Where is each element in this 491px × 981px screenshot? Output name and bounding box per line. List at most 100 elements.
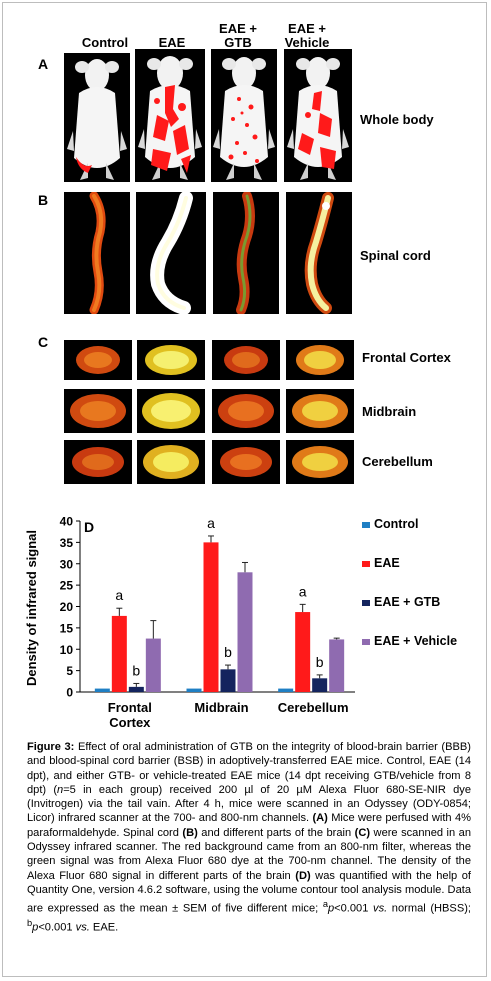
significance-letter: b	[132, 662, 140, 678]
brain-image-frontal-cortex-control	[64, 340, 132, 380]
bar	[145, 638, 161, 692]
panel-letter-b: B	[38, 192, 49, 208]
bar	[237, 572, 253, 692]
caption-italic: vs.	[75, 921, 90, 934]
bar	[220, 669, 236, 692]
column-header-eae: EAE	[130, 36, 214, 50]
caption-italic: n	[57, 783, 64, 796]
significance-letter: a	[115, 587, 123, 603]
caption-ref-c: (C)	[354, 826, 371, 839]
y-tick-label: 35	[60, 536, 74, 550]
whole-body-image-eae-gtb	[211, 49, 277, 182]
panel-letter-a: A	[38, 56, 49, 72]
x-category-label: Frontal	[108, 700, 152, 715]
brain-image-cerebellum-control	[64, 440, 132, 484]
caption-text: Mice were perfused with 4% paraformaldeh…	[27, 812, 471, 839]
caption-italic: p	[327, 902, 335, 915]
whole-body-image-eae-vehicle	[284, 49, 352, 182]
caption-text: and different parts of the brain	[197, 826, 355, 839]
bar	[203, 542, 219, 692]
caption-text: EAE.	[89, 921, 119, 934]
bar	[128, 686, 144, 692]
brain-image-frontal-cortex-eae	[137, 340, 205, 380]
y-tick-label: 0	[66, 686, 73, 700]
row-label-frontal-cortex: Frontal Cortex	[362, 350, 451, 365]
brain-image-cerebellum-eae	[137, 440, 205, 484]
spinal-cord-image-eae-gtb	[213, 192, 279, 314]
caption-italic: p	[32, 921, 39, 934]
column-label: EAE + GTB	[219, 21, 257, 50]
column-header-eae-gtb: EAE + GTB	[196, 22, 280, 50]
caption-italic: vs.	[373, 902, 388, 915]
caption-text: normal (HBSS);	[387, 902, 472, 915]
row-label-spinal-cord: Spinal cord	[360, 248, 431, 263]
legend-swatch	[362, 639, 370, 645]
x-category-label: Midbrain	[194, 700, 248, 715]
column-label: Control	[81, 35, 129, 50]
bar	[329, 639, 345, 692]
figure-caption: Figure 3: Effect of oral administration …	[27, 740, 471, 935]
bar	[111, 615, 127, 692]
caption-text: Effect of oral administration of GTB on …	[27, 741, 471, 796]
y-tick-label: 25	[60, 579, 74, 593]
caption-sup: b	[27, 918, 33, 929]
whole-body-image-eae	[135, 49, 205, 182]
column-label: EAE + Vehicle	[284, 21, 330, 50]
legend-label: EAE + GTB	[374, 595, 440, 609]
caption-text: =5 in each group) received 200 µl of 20 …	[27, 783, 471, 825]
caption-ref-a: (A)	[312, 812, 328, 825]
y-tick-label: 15	[60, 621, 74, 635]
brain-image-midbrain-eae-gtb	[212, 389, 280, 433]
legend-swatch	[362, 600, 370, 606]
panel-letter-d: D	[84, 519, 94, 535]
bar	[186, 688, 202, 692]
brain-image-cerebellum-eae-vehicle	[286, 440, 354, 484]
caption-text: <0.001	[38, 921, 76, 934]
brain-image-midbrain-eae-vehicle	[286, 389, 354, 433]
bar-chart: D Density of infrared signal 0 5 10 15 20 25 3…	[24, 515, 457, 731]
legend-swatch	[362, 522, 370, 528]
bar	[312, 678, 328, 692]
column-header-eae-vehicle: EAE + Vehicle	[265, 22, 349, 50]
legend-label: Control	[374, 517, 418, 531]
bar	[278, 688, 294, 692]
caption-ref-b: (B)	[182, 826, 198, 839]
column-label: EAE	[158, 35, 186, 50]
caption-text: were scanned in an Odyssey infrared scan…	[27, 826, 471, 882]
caption-sup: a	[322, 899, 328, 910]
spinal-cord-image-control	[64, 192, 130, 314]
brain-image-cerebellum-eae-gtb	[212, 440, 280, 484]
y-tick-label: 30	[60, 557, 74, 571]
bar	[295, 612, 311, 692]
brain-image-midbrain-eae	[137, 389, 205, 433]
legend-label: EAE	[374, 556, 400, 570]
row-label-whole-body: Whole body	[360, 112, 434, 127]
legend-label: EAE + Vehicle	[374, 634, 457, 648]
column-header-control: Control	[63, 36, 147, 50]
significance-letter: b	[224, 644, 232, 660]
brain-image-frontal-cortex-eae-vehicle	[286, 340, 354, 380]
panel-letter-c: C	[38, 334, 49, 350]
row-label-midbrain: Midbrain	[362, 404, 417, 419]
whole-body-image-control	[64, 53, 130, 182]
legend-swatch	[362, 561, 370, 567]
y-tick-label: 10	[60, 643, 74, 657]
bar	[94, 688, 110, 692]
significance-letter: a	[207, 515, 215, 531]
row-label-cerebellum: Cerebellum	[362, 454, 433, 469]
chart-ylabel: Density of infrared signal	[24, 530, 39, 686]
caption-text: was quantified with the help of Quantity…	[27, 869, 471, 915]
figure-label: Figure 3:	[27, 741, 75, 753]
y-tick-label: 20	[60, 600, 74, 614]
brain-image-midbrain-control	[64, 389, 132, 433]
brain-image-frontal-cortex-eae-gtb	[212, 340, 280, 380]
spinal-cord-image-eae	[136, 192, 206, 314]
caption-text: <0.001	[334, 902, 374, 915]
y-tick-label: 40	[60, 515, 74, 529]
caption-ref-d: (D)	[295, 869, 311, 882]
spinal-cord-image-eae-vehicle	[286, 192, 352, 314]
significance-letter: a	[299, 583, 307, 599]
y-tick-label: 5	[66, 664, 73, 678]
